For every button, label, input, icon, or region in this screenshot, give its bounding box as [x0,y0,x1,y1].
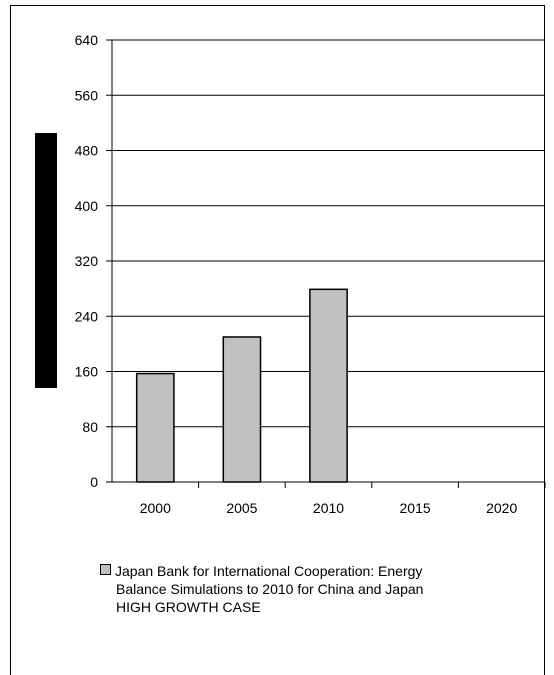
x-tick-label: 2015 [400,500,431,516]
y-tick-label: 640 [75,32,99,48]
legend: Japan Bank for International Cooperation… [100,562,520,616]
y-tick-label: 480 [75,143,99,159]
y-tick-label: 240 [75,308,99,324]
bar [222,336,262,483]
legend-label-line-1: Japan Bank for International Cooperation… [115,563,423,579]
legend-label-line-3: HIGH GROWTH CASE [116,599,261,615]
y-tick-label: 0 [90,474,98,490]
y-axis: 0 80 160 240 320 400 480 560 640 [75,32,113,490]
chart-frame [10,5,545,675]
y-axis-label-redaction-block [35,133,57,388]
x-tick-label: 2010 [313,500,344,516]
x-tick-label: 2005 [226,500,257,516]
y-tick-label: 400 [75,198,99,214]
y-tick-label: 320 [75,253,99,269]
bars [135,288,348,483]
y-tick-label: 80 [82,419,98,435]
legend-swatch [100,564,111,575]
y-tick-label: 160 [75,364,99,380]
y-tick-label: 560 [75,87,99,103]
bar [135,372,175,483]
x-tick-label: 2020 [486,500,517,516]
x-axis: 2000 2005 2010 2015 2020 [112,481,546,516]
legend-label-line-2: Balance Simulations to 2010 for China an… [116,581,424,597]
bar [309,288,348,483]
x-tick-label: 2000 [140,500,171,516]
